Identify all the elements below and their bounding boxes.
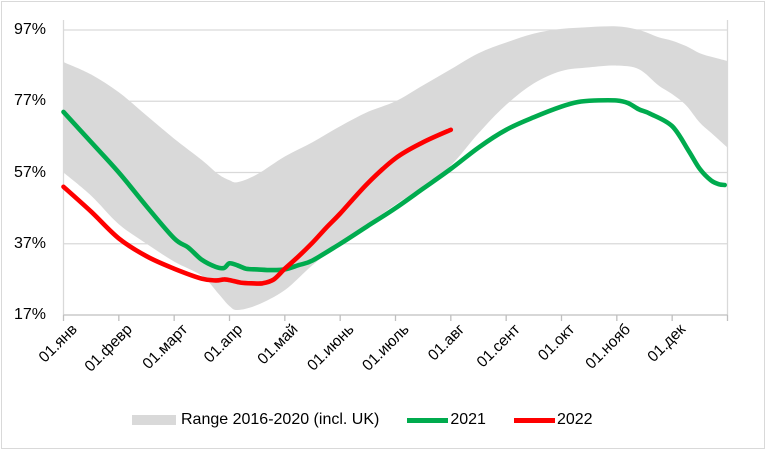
y-axis-label-57: 57% (13, 163, 46, 181)
legend-label-2022: 2022 (556, 411, 593, 428)
legend-label-2021: 2021 (450, 411, 486, 428)
legend-line-swatch-2021 (407, 417, 449, 423)
y-axis-label-17: 17% (13, 306, 46, 323)
legend-line-swatch-2022 (513, 417, 555, 423)
series-line-2021 (61, 97, 727, 273)
legend-band-swatch (132, 415, 176, 425)
y-axis-label-37: 37% (13, 234, 46, 252)
series-line-2022 (61, 127, 454, 286)
legend-label-range: Range 2016-2020 (incl. UK) (181, 411, 380, 428)
y-axis-label-77: 77% (13, 92, 46, 110)
range-band-area (63, 26, 728, 311)
legend: Range 2016-2020 (incl. UK) 2021 2022 (132, 409, 593, 431)
y-axis-label-97: 97% (13, 21, 46, 38)
